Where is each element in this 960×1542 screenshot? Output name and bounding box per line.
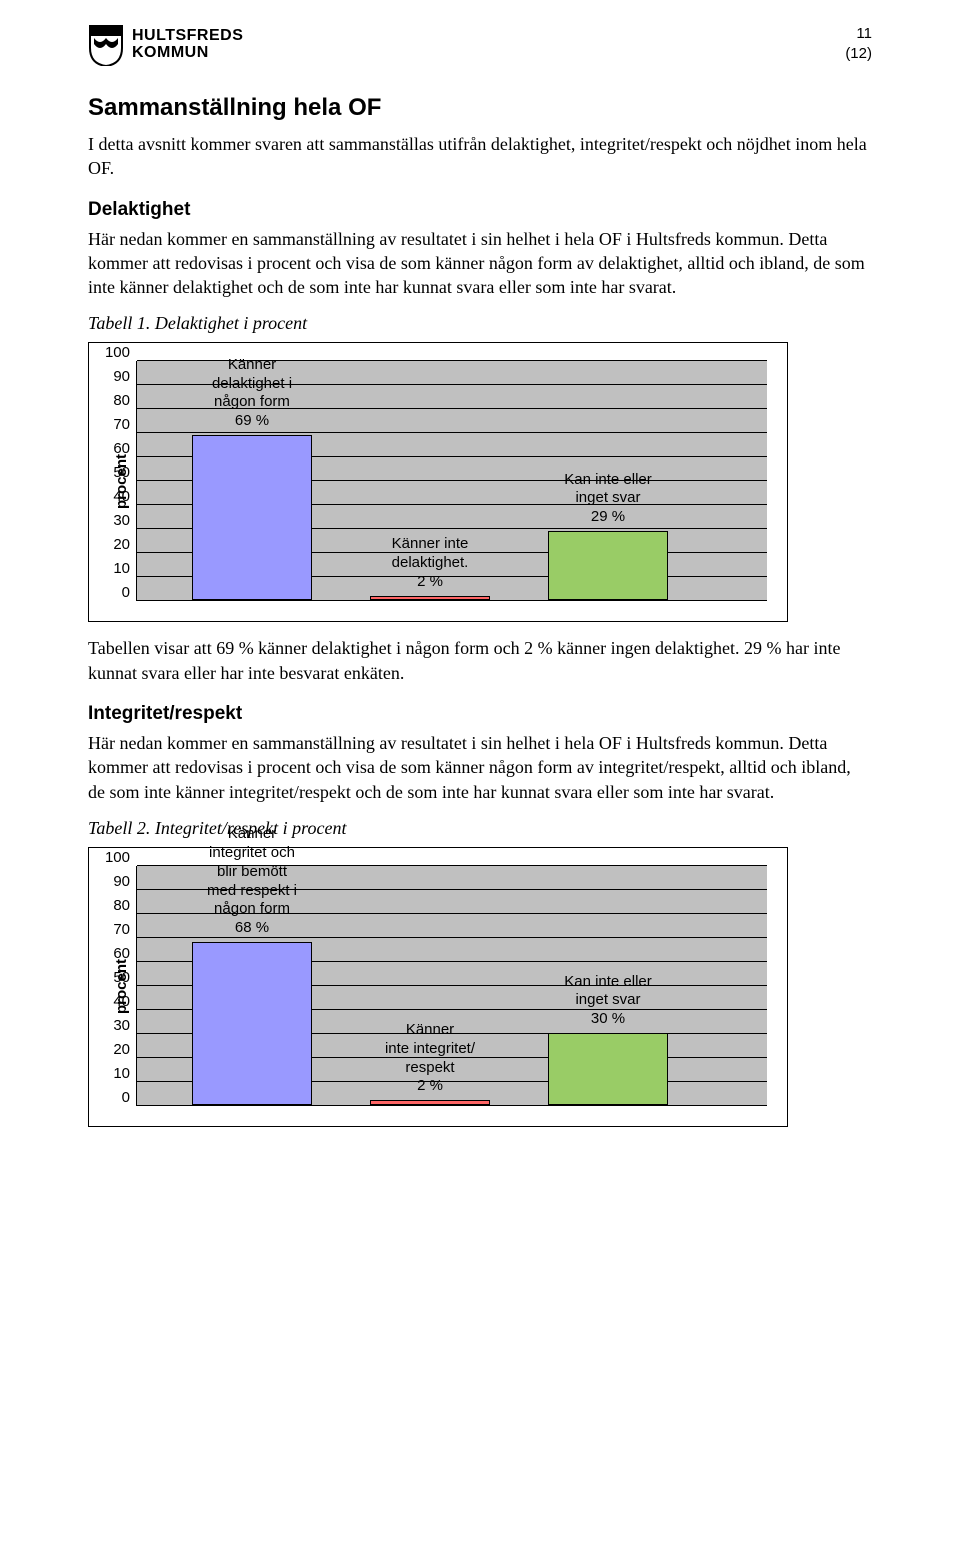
chart2-frame: procent 1009080706050403020100 Kännerint… <box>88 847 788 1127</box>
chart2-plot: Kännerintegritet ochblir bemöttmed respe… <box>136 866 767 1106</box>
intro-paragraph: I detta avsnitt kommer svaren att samman… <box>88 132 872 181</box>
caption-tabell1: Tabell 1. Delaktighet i procent <box>88 313 872 334</box>
chart2-bar-0 <box>192 942 312 1105</box>
chart1-bar-label-0: Kännerdelaktighet inågon form69 % <box>212 356 292 431</box>
page-number: 11 (12) <box>845 24 872 63</box>
chart1-bar-label-1: Känner intedelaktighet.2 % <box>392 535 469 591</box>
logo-block: HULTSFREDS KOMMUN <box>88 24 243 66</box>
paragraph-after-chart1: Tabellen visar att 69 % känner delaktigh… <box>88 636 872 685</box>
chart1-bar-2 <box>548 531 668 601</box>
logo-text: HULTSFREDS KOMMUN <box>132 28 243 62</box>
chart1-bar-label-2: Kan inte elleringet svar29 % <box>564 471 652 527</box>
subheading-integritet: Integritet/respekt <box>88 703 872 725</box>
page: HULTSFREDS KOMMUN 11 (12) Sammanställnin… <box>0 0 960 1181</box>
paragraph-delaktighet: Här nedan kommer en sammanställning av r… <box>88 227 872 300</box>
logo-line2: KOMMUN <box>132 45 243 62</box>
chart2-bar-label-1: Kännerinte integritet/respekt2 % <box>385 1021 475 1096</box>
page-header: HULTSFREDS KOMMUN 11 (12) <box>88 24 872 66</box>
chart1-frame: procent 1009080706050403020100 Kännerdel… <box>88 342 788 622</box>
shield-icon <box>88 24 124 66</box>
paragraph-integritet: Här nedan kommer en sammanställning av r… <box>88 731 872 804</box>
chart1-bar-0 <box>192 435 312 601</box>
caption-tabell2: Tabell 2. Integritet/respekt i procent <box>88 818 872 839</box>
chart2-bar-1 <box>370 1100 490 1105</box>
page-num-current: 11 <box>845 24 872 44</box>
section-title: Sammanställning hela OF <box>88 94 872 122</box>
chart2-bar-label-0: Kännerintegritet ochblir bemöttmed respe… <box>207 825 297 938</box>
page-num-total: (12) <box>845 44 872 64</box>
chart1-plot: Kännerdelaktighet inågon form69 %Känner … <box>136 361 767 601</box>
chart2: procent 1009080706050403020100 Kännerint… <box>109 866 767 1106</box>
chart1: procent 1009080706050403020100 Kännerdel… <box>109 361 767 601</box>
chart1-bar-1 <box>370 596 490 601</box>
logo-line1: HULTSFREDS <box>132 28 243 45</box>
chart2-bar-label-2: Kan inte elleringet svar30 % <box>564 973 652 1029</box>
chart2-bar-2 <box>548 1033 668 1105</box>
subheading-delaktighet: Delaktighet <box>88 199 872 221</box>
